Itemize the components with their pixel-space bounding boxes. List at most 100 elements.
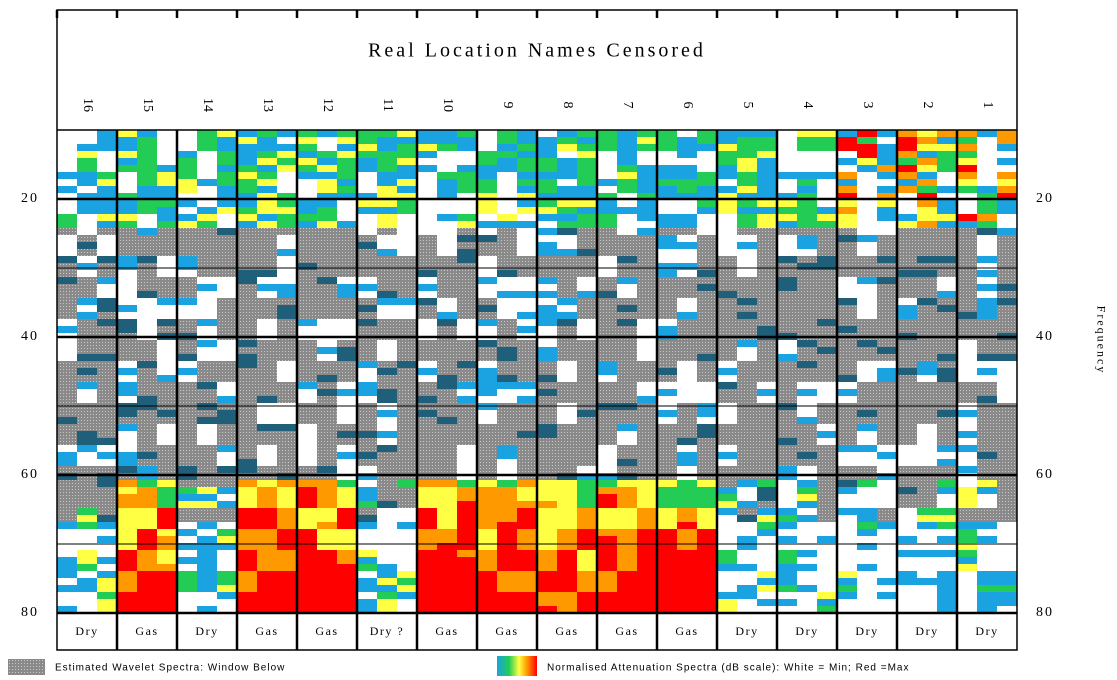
spectrum-cell <box>697 578 718 586</box>
spectrum-cell <box>417 396 438 404</box>
spectrum-cell <box>597 235 618 243</box>
spectrum-cell <box>157 536 178 544</box>
spectrum-cell <box>77 452 98 460</box>
spectrum-cell <box>57 214 78 222</box>
spectrum-cell <box>117 494 138 502</box>
spectrum-cell <box>237 249 258 257</box>
spectrum-cell <box>837 263 858 271</box>
spectrum-cell <box>897 501 918 509</box>
spectrum-cell <box>897 571 918 579</box>
spectrum-cell <box>897 529 918 537</box>
spectrum-cell <box>197 389 218 397</box>
spectrum-cell <box>517 515 538 523</box>
spectrum-cell <box>457 228 478 236</box>
spectrum-cell <box>757 487 778 495</box>
spectrum-cell <box>977 487 998 495</box>
spectrum-cell <box>57 228 78 236</box>
spectrum-cell <box>117 291 138 299</box>
spectrum-cell <box>497 165 518 173</box>
spectrum-cell <box>277 144 298 152</box>
spectrum-cell <box>997 249 1018 257</box>
spectrum-cell <box>457 207 478 215</box>
spectrum-cell <box>277 445 298 453</box>
spectrum-cell <box>677 340 698 348</box>
spectrum-cell <box>697 592 718 600</box>
spectrum-cell <box>117 536 138 544</box>
spectrum-cell <box>437 263 458 271</box>
spectrum-cell <box>557 305 578 313</box>
spectrum-cell <box>397 270 418 278</box>
spectrum-cell <box>477 585 498 593</box>
spectrum-cell <box>977 396 998 404</box>
spectrum-cell <box>577 494 598 502</box>
spectrum-cell <box>57 277 78 285</box>
spectrum-cell <box>857 382 878 390</box>
spectrum-cell <box>537 571 558 579</box>
spectrum-cell <box>937 242 958 250</box>
spectrum-cell <box>557 221 578 229</box>
spectrum-cell <box>197 291 218 299</box>
spectrum-cell <box>757 403 778 411</box>
spectrum-cell <box>937 494 958 502</box>
spectrum-cell <box>77 172 98 180</box>
spectrum-cell <box>257 249 278 257</box>
spectrum-cell <box>617 592 638 600</box>
spectrum-cell <box>377 144 398 152</box>
spectrum-cell <box>877 375 898 383</box>
spectrum-cell <box>97 508 118 516</box>
spectrum-cell <box>817 564 838 572</box>
spectrum-cell <box>797 375 818 383</box>
spectrum-cell <box>797 137 818 145</box>
spectrum-cell <box>637 200 658 208</box>
spectrum-cell <box>217 585 238 593</box>
spectrum-cell <box>57 200 78 208</box>
spectrum-cell <box>477 431 498 439</box>
spectrum-cell <box>777 200 798 208</box>
spectrum-cell <box>897 431 918 439</box>
spectrum-cell <box>957 235 978 243</box>
spectrum-cell <box>717 291 738 299</box>
spectrum-cell <box>97 466 118 474</box>
spectrum-cell <box>197 494 218 502</box>
spectrum-cell <box>517 256 538 264</box>
spectrum-cell <box>137 200 158 208</box>
spectrum-cell <box>417 172 438 180</box>
spectrum-cell <box>317 396 338 404</box>
spectrum-cell <box>137 221 158 229</box>
spectrum-cell <box>457 298 478 306</box>
spectrum-cell <box>377 403 398 411</box>
spectrum-cell <box>937 326 958 334</box>
spectrum-cell <box>397 585 418 593</box>
spectrum-cell <box>437 305 458 313</box>
spectrum-cell <box>57 165 78 173</box>
spectrum-cell <box>77 382 98 390</box>
spectrum-cell <box>757 599 778 607</box>
spectrum-cell <box>817 522 838 530</box>
spectrum-cell <box>597 186 618 194</box>
spectrum-cell <box>877 340 898 348</box>
spectrum-cell <box>217 382 238 390</box>
spectrum-cell <box>357 263 378 271</box>
spectrum-cell <box>377 557 398 565</box>
spectrum-cell <box>497 487 518 495</box>
spectrum-cell <box>637 228 658 236</box>
spectrum-cell <box>317 424 338 432</box>
spectrum-cell <box>497 172 518 180</box>
spectrum-cell <box>257 424 278 432</box>
spectrum-cell <box>717 578 738 586</box>
spectrum-cell <box>937 179 958 187</box>
spectrum-cell <box>937 186 958 194</box>
spectrum-cell <box>457 487 478 495</box>
spectrum-cell <box>57 186 78 194</box>
spectrum-cell <box>337 529 358 537</box>
spectrum-cell <box>577 445 598 453</box>
spectrum-cell <box>737 536 758 544</box>
spectrum-cell <box>357 375 378 383</box>
spectrum-cell <box>237 263 258 271</box>
spectrum-cell <box>497 151 518 159</box>
spectrum-cell <box>657 130 678 138</box>
spectrum-cell <box>97 214 118 222</box>
spectrum-cell <box>797 396 818 404</box>
spectrum-cell <box>757 375 778 383</box>
spectrum-cell <box>77 270 98 278</box>
